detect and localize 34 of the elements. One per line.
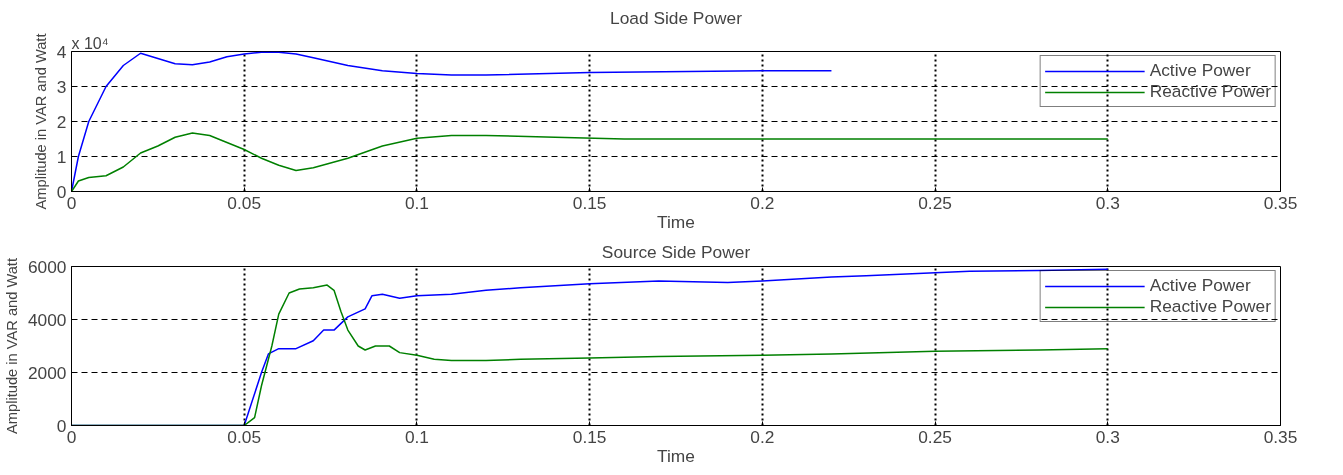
x-tick-label: 0.25: [918, 192, 952, 213]
x-tick-label: 0.15: [572, 192, 607, 213]
line-series: [71, 51, 833, 192]
text: Active Power: [1149, 60, 1251, 81]
x-tick-label: 0.35: [1263, 192, 1298, 213]
y-tick-label: 6000: [27, 256, 67, 277]
y-axis-title: Amplitude in VAR and Watt: [32, 33, 49, 210]
x-axis-title: Time: [657, 211, 695, 232]
text: Active Power: [1149, 275, 1251, 296]
x-tick-label: 0.15: [572, 426, 607, 447]
y-tick-label: 2: [56, 111, 67, 132]
x-tick-label: 0.35: [1263, 426, 1298, 447]
x-axis-title: Time: [657, 445, 695, 466]
chart-title: Load Side Power: [610, 7, 743, 28]
x-tick-label: 0.05: [227, 426, 262, 447]
x-tick-label: 0.3: [1095, 426, 1120, 447]
x-tick-label: 0.1: [404, 192, 429, 213]
y-tick-label: 1: [56, 146, 67, 167]
x-tick-label: 0.2: [750, 192, 775, 213]
y-tick-label: 4: [56, 41, 67, 62]
annotation: x 10⁴: [71, 34, 109, 52]
chart-title: Source Side Power: [601, 241, 751, 262]
y-tick-label: 3: [56, 76, 67, 97]
x-tick-label: 0.05: [227, 192, 262, 213]
x-tick-label: 0.25: [918, 426, 952, 447]
text: Reactive Power: [1149, 81, 1271, 102]
x-tick-label: 0.1: [404, 426, 429, 447]
x-tick-label: 0.3: [1095, 192, 1120, 213]
y-axis-title: Amplitude in VAR and Watt: [3, 258, 20, 434]
y-tick-label: 2000: [27, 362, 67, 383]
y-tick-label: 4000: [27, 309, 67, 330]
line-series: [71, 132, 1109, 192]
x-tick-label: 0.2: [750, 426, 775, 447]
text: Reactive Power: [1149, 296, 1271, 317]
